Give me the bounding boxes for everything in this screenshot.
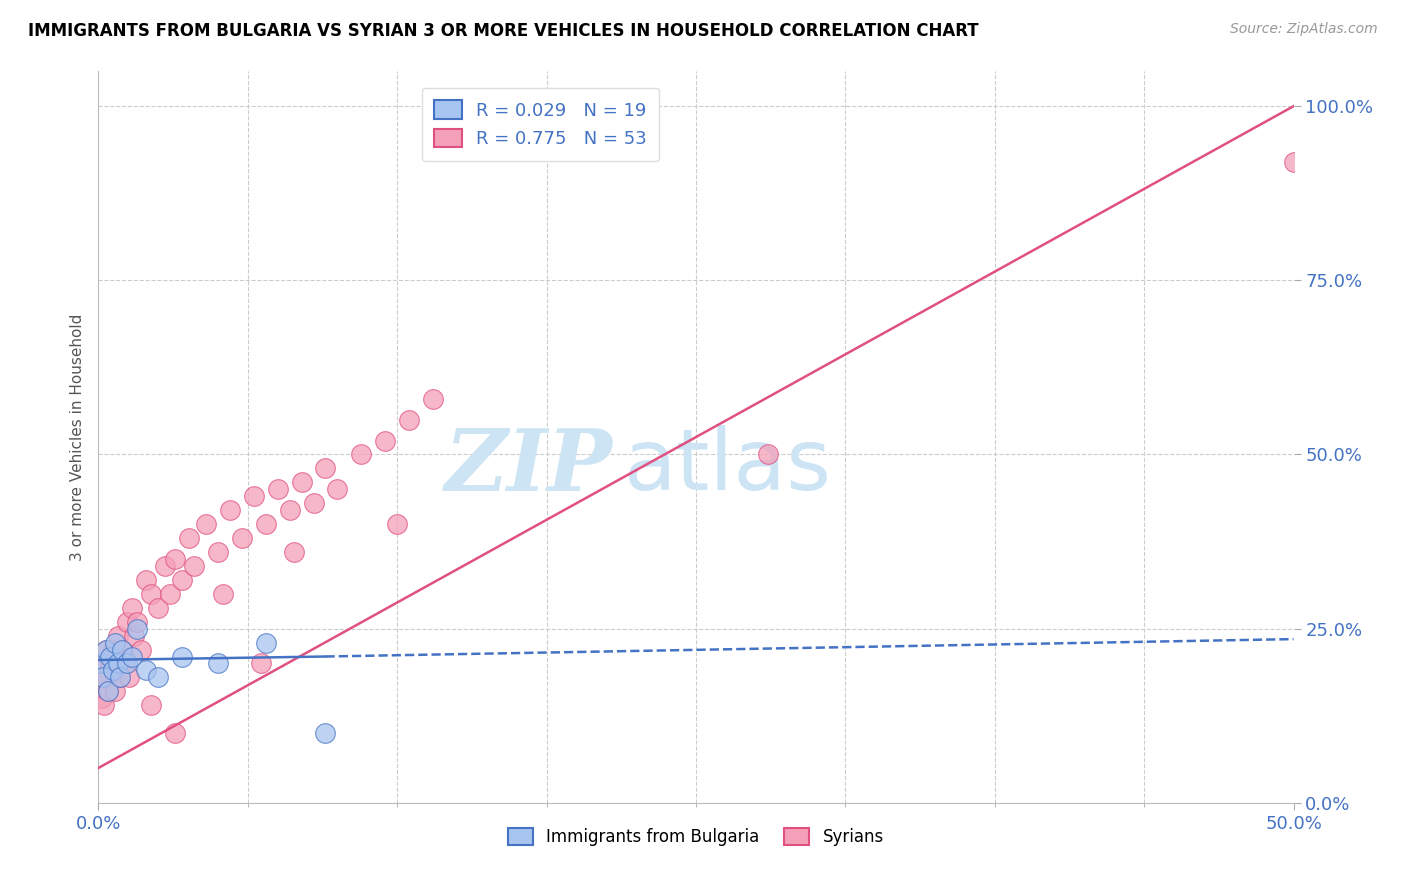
Point <box>283 545 305 559</box>
Point <box>97 684 120 698</box>
Text: atlas: atlas <box>624 425 832 508</box>
Point <box>163 552 186 566</box>
Point <box>148 670 170 684</box>
Point <box>104 635 127 649</box>
Text: Source: ZipAtlas.com: Source: ZipAtlas.com <box>1230 22 1378 37</box>
Point <box>101 664 124 678</box>
Point <box>1282 155 1305 169</box>
Point <box>207 657 229 671</box>
Point <box>108 670 131 684</box>
Point <box>159 587 181 601</box>
Text: IMMIGRANTS FROM BULGARIA VS SYRIAN 3 OR MORE VEHICLES IN HOUSEHOLD CORRELATION C: IMMIGRANTS FROM BULGARIA VS SYRIAN 3 OR … <box>28 22 979 40</box>
Point <box>111 642 134 657</box>
Point <box>267 483 290 497</box>
Point <box>756 448 779 462</box>
Point <box>254 635 277 649</box>
Point <box>422 392 444 406</box>
Point <box>98 649 122 664</box>
Point <box>93 698 115 713</box>
Point <box>114 657 136 671</box>
Point <box>139 587 162 601</box>
Point <box>90 657 112 671</box>
Point <box>118 670 141 684</box>
Point <box>211 587 233 601</box>
Point <box>135 664 157 678</box>
Point <box>183 558 205 573</box>
Point <box>104 684 127 698</box>
Point <box>115 657 138 671</box>
Point <box>91 670 114 684</box>
Point <box>124 629 146 643</box>
Point <box>315 726 337 740</box>
Point <box>278 503 301 517</box>
Point <box>148 600 170 615</box>
Point <box>96 670 118 684</box>
Text: ZIP: ZIP <box>444 425 613 508</box>
Point <box>291 475 314 490</box>
Point <box>163 726 186 740</box>
Y-axis label: 3 or more Vehicles in Household: 3 or more Vehicles in Household <box>69 313 84 561</box>
Point <box>172 573 194 587</box>
Point <box>243 489 266 503</box>
Point <box>155 558 177 573</box>
Point <box>108 670 131 684</box>
Point <box>90 670 112 684</box>
Point <box>91 691 114 706</box>
Point <box>172 649 194 664</box>
Point <box>374 434 396 448</box>
Point <box>398 412 420 426</box>
Point <box>94 642 117 657</box>
Point <box>91 657 114 671</box>
Point <box>219 503 242 517</box>
Point <box>115 615 138 629</box>
Point <box>135 573 157 587</box>
Point <box>195 517 218 532</box>
Point <box>326 483 349 497</box>
Point <box>315 461 337 475</box>
Point <box>207 545 229 559</box>
Point <box>385 517 409 532</box>
Point <box>302 496 325 510</box>
Point <box>97 684 120 698</box>
Point <box>98 657 122 671</box>
Point <box>179 531 201 545</box>
Point <box>121 649 143 664</box>
Point <box>111 642 134 657</box>
Point <box>231 531 253 545</box>
Point <box>139 698 162 713</box>
Point <box>131 642 153 657</box>
Point <box>107 657 129 671</box>
Legend: Immigrants from Bulgaria, Syrians: Immigrants from Bulgaria, Syrians <box>501 822 891 853</box>
Point <box>125 622 148 636</box>
Point <box>125 615 148 629</box>
Point <box>94 642 117 657</box>
Point <box>254 517 277 532</box>
Point <box>350 448 373 462</box>
Point <box>101 642 124 657</box>
Point <box>250 657 273 671</box>
Point <box>121 600 143 615</box>
Point <box>107 629 129 643</box>
